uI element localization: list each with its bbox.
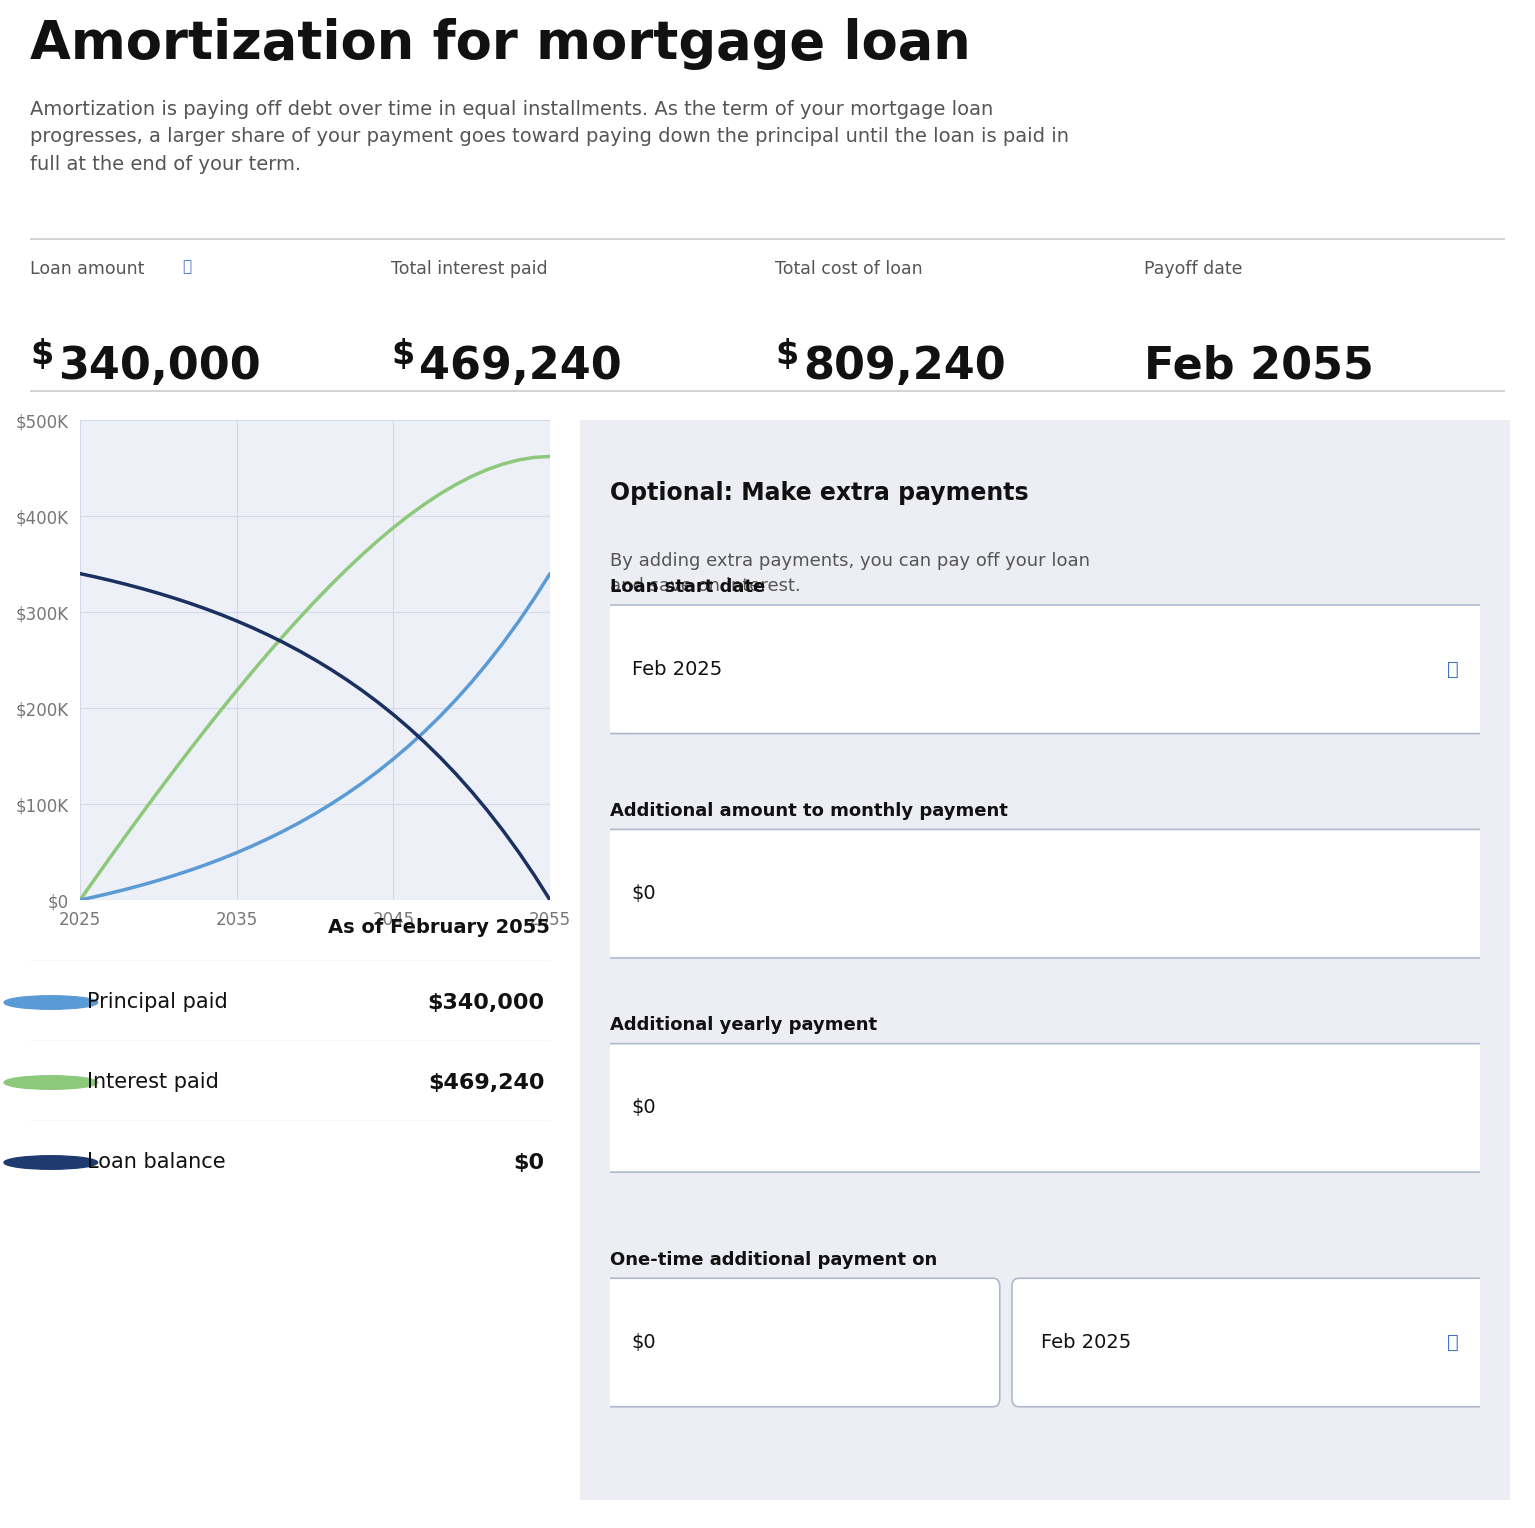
FancyBboxPatch shape <box>603 1044 1487 1172</box>
Text: Additional amount to monthly payment: Additional amount to monthly payment <box>609 802 1008 821</box>
Text: Feb 2055: Feb 2055 <box>1144 345 1374 388</box>
FancyBboxPatch shape <box>1012 1279 1487 1407</box>
Text: Amortization for mortgage loan: Amortization for mortgage loan <box>31 18 970 70</box>
Text: Payoff date: Payoff date <box>1144 260 1242 278</box>
Text: $: $ <box>775 338 798 371</box>
Text: $0: $0 <box>632 1332 657 1352</box>
Text: Loan amount: Loan amount <box>31 260 144 278</box>
Text: Total interest paid: Total interest paid <box>391 260 548 278</box>
Text: 📅: 📅 <box>1446 1332 1458 1352</box>
Text: Feb 2025: Feb 2025 <box>1041 1332 1131 1352</box>
Text: Loan balance: Loan balance <box>87 1152 226 1172</box>
Text: Amortization is paying off debt over time in equal installments. As the term of : Amortization is paying off debt over tim… <box>31 99 1068 174</box>
Text: Feb 2025: Feb 2025 <box>632 660 721 678</box>
Text: Loan start date: Loan start date <box>609 578 766 596</box>
FancyBboxPatch shape <box>576 410 1515 1511</box>
Text: As of February 2055: As of February 2055 <box>328 918 550 937</box>
Text: 340,000: 340,000 <box>58 345 261 388</box>
Text: $0: $0 <box>632 1099 657 1117</box>
Circle shape <box>5 1155 98 1169</box>
Text: $0: $0 <box>514 1152 545 1172</box>
Circle shape <box>5 1076 98 1089</box>
Text: Total cost of loan: Total cost of loan <box>775 260 923 278</box>
Circle shape <box>5 996 98 1010</box>
Text: Interest paid: Interest paid <box>87 1073 220 1093</box>
Text: By adding extra payments, you can pay off your loan
and save on interest.: By adding extra payments, you can pay of… <box>609 552 1090 594</box>
FancyBboxPatch shape <box>603 1279 999 1407</box>
FancyBboxPatch shape <box>603 605 1487 733</box>
Text: $: $ <box>391 338 414 371</box>
Text: Additional yearly payment: Additional yearly payment <box>609 1016 876 1034</box>
Text: $0: $0 <box>632 885 657 903</box>
Text: ⓘ: ⓘ <box>183 260 190 274</box>
Text: Principal paid: Principal paid <box>87 993 229 1013</box>
FancyBboxPatch shape <box>603 830 1487 958</box>
Text: 809,240: 809,240 <box>803 345 1005 388</box>
Text: Optional: Make extra payments: Optional: Make extra payments <box>609 481 1028 504</box>
Text: 469,240: 469,240 <box>419 345 622 388</box>
Text: One-time additional payment on: One-time additional payment on <box>609 1251 938 1268</box>
Text: $340,000: $340,000 <box>428 993 545 1013</box>
Text: $: $ <box>31 338 54 371</box>
Text: 📅: 📅 <box>1446 660 1458 678</box>
Text: $469,240: $469,240 <box>428 1073 545 1093</box>
